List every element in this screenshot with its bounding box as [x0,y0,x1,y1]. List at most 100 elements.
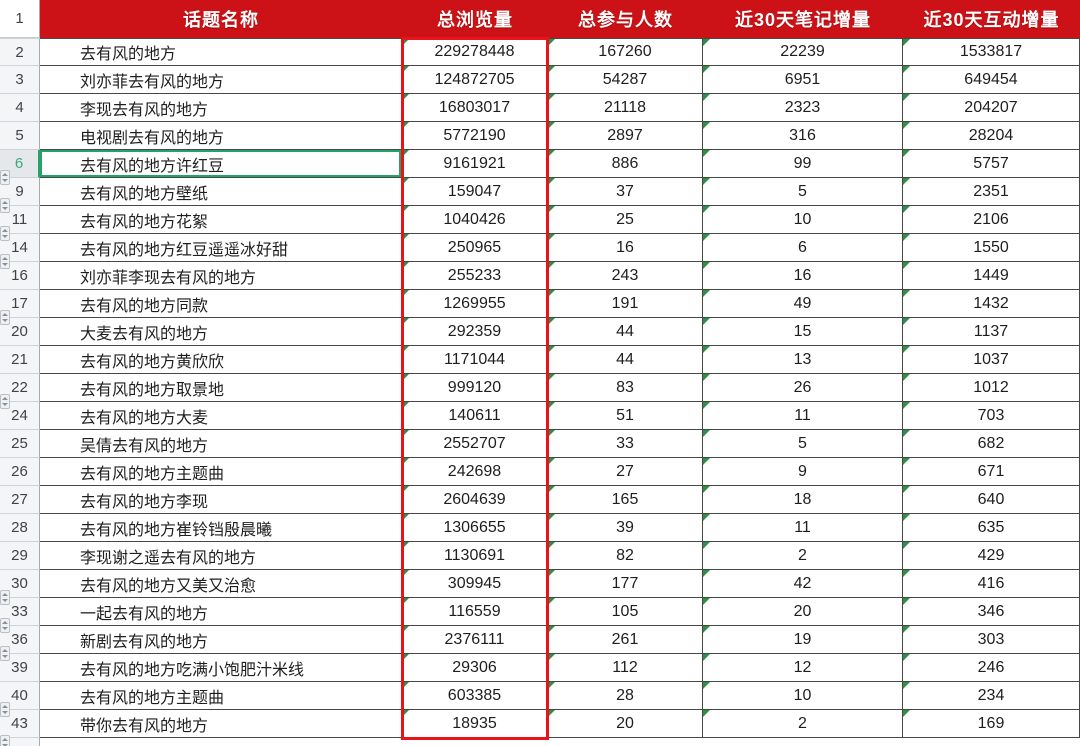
row-header[interactable]: 20 [0,310,40,346]
topic-cell[interactable]: 去有风的地方花絮 [40,206,402,234]
row-header[interactable]: 27 [0,486,40,514]
notes-increase-cell[interactable]: 22239 [703,38,903,66]
topic-cell[interactable]: 李现去有风的地方 [40,94,402,122]
interaction-increase-cell[interactable]: 416 [903,570,1080,598]
notes-increase-cell[interactable]: 2 [703,542,903,570]
views-cell[interactable]: 159047 [402,178,548,206]
topic-cell[interactable]: 一起去有风的地方 [40,598,402,626]
notes-increase-cell[interactable]: 11 [703,402,903,430]
row-header[interactable]: 21 [0,346,40,374]
topic-cell[interactable]: 新剧去有风的地方 [40,626,402,654]
views-cell[interactable]: 229278448 [402,38,548,66]
views-cell[interactable]: 1306655 [402,514,548,542]
interaction-increase-cell[interactable]: 682 [903,430,1080,458]
views-cell[interactable]: 292359 [402,318,548,346]
interaction-increase-cell[interactable]: 671 [903,458,1080,486]
views-cell[interactable]: 1130691 [402,542,548,570]
topic-cell[interactable]: 去有风的地方主题曲 [40,682,402,710]
topic-cell[interactable]: 去有风的地方崔铃铛殷晨曦 [40,514,402,542]
interaction-increase-cell[interactable]: 2351 [903,178,1080,206]
topic-cell[interactable]: 去有风的地方同款 [40,290,402,318]
topic-cell[interactable]: 李现谢之遥去有风的地方 [40,542,402,570]
participants-cell[interactable]: 243 [548,262,703,290]
topic-cell[interactable]: 去有风的地方取景地 [40,374,402,402]
notes-increase-cell[interactable]: 15 [703,318,903,346]
views-cell[interactable]: 18935 [402,710,548,738]
notes-increase-cell[interactable]: 5 [703,430,903,458]
interaction-increase-cell[interactable]: 234 [903,682,1080,710]
views-cell[interactable]: 2552707 [402,430,548,458]
row-header[interactable]: 2 [0,38,40,66]
participants-cell[interactable]: 44 [548,346,703,374]
participants-cell[interactable]: 20 [548,710,703,738]
row-header[interactable]: 40 [0,682,40,710]
topic-cell[interactable]: 刘亦菲李现去有风的地方 [40,262,402,290]
participants-cell[interactable]: 37 [548,178,703,206]
hidden-rows-indicator[interactable] [0,198,10,213]
notes-increase-cell[interactable]: 12 [703,654,903,682]
participants-cell[interactable]: 33 [548,430,703,458]
hidden-rows-indicator[interactable] [0,618,10,633]
interaction-increase-cell[interactable]: 303 [903,626,1080,654]
participants-cell[interactable]: 105 [548,598,703,626]
row-header[interactable]: 16 [0,254,40,290]
topic-cell[interactable]: 去有风的地方吃满小饱肥汁米线 [40,654,402,682]
participants-cell[interactable]: 191 [548,290,703,318]
interaction-increase-cell[interactable]: 429 [903,542,1080,570]
row-header[interactable]: 4 [0,94,40,122]
column-header-topic-name[interactable]: 话题名称 [40,0,402,38]
participants-cell[interactable]: 54287 [548,66,703,94]
topic-cell[interactable]: 带你去有风的地方 [40,710,402,738]
participants-cell[interactable]: 112 [548,654,703,682]
notes-increase-cell[interactable]: 6 [703,234,903,262]
topic-cell[interactable]: 电视剧去有风的地方 [40,122,402,150]
row-header[interactable]: 22 [0,374,40,402]
topic-cell[interactable]: 去有风的地方壁纸 [40,178,402,206]
hidden-rows-indicator[interactable] [0,226,10,241]
views-cell[interactable]: 9161921 [402,150,548,178]
notes-increase-cell[interactable]: 16 [703,262,903,290]
topic-cell[interactable]: 去有风的地方许红豆 [40,150,402,178]
views-cell[interactable]: 1040426 [402,206,548,234]
interaction-increase-cell[interactable]: 5757 [903,150,1080,178]
topic-cell[interactable]: 去有风的地方 [40,38,402,66]
column-header-notes-increase-30d[interactable]: 近30天笔记增量 [703,0,903,38]
hidden-rows-indicator[interactable] [0,254,10,269]
views-cell[interactable]: 603385 [402,682,548,710]
views-cell[interactable]: 309945 [402,570,548,598]
interaction-increase-cell[interactable]: 28204 [903,122,1080,150]
hidden-rows-indicator[interactable] [0,735,10,746]
topic-cell[interactable]: 去有风的地方李现 [40,486,402,514]
row-header[interactable]: 25 [0,430,40,458]
hidden-rows-indicator[interactable] [0,310,10,325]
notes-increase-cell[interactable]: 20 [703,598,903,626]
hidden-rows-indicator[interactable] [0,170,10,185]
participants-cell[interactable]: 83 [548,374,703,402]
notes-increase-cell[interactable]: 5 [703,178,903,206]
interaction-increase-cell[interactable]: 635 [903,514,1080,542]
row-header[interactable]: 24 [0,394,40,430]
topic-cell[interactable]: 去有风的地方红豆遥遥冰好甜 [40,234,402,262]
participants-cell[interactable]: 177 [548,570,703,598]
interaction-increase-cell[interactable]: 1533817 [903,38,1080,66]
topic-cell[interactable]: 刘亦菲去有风的地方 [40,66,402,94]
topic-cell[interactable]: 去有风的地方又美又治愈 [40,570,402,598]
views-cell[interactable]: 1171044 [402,346,548,374]
participants-cell[interactable]: 167260 [548,38,703,66]
notes-increase-cell[interactable]: 10 [703,206,903,234]
participants-cell[interactable]: 82 [548,542,703,570]
interaction-increase-cell[interactable]: 640 [903,486,1080,514]
notes-increase-cell[interactable]: 18 [703,486,903,514]
views-cell[interactable]: 140611 [402,402,548,430]
notes-increase-cell[interactable]: 42 [703,570,903,598]
hidden-rows-indicator[interactable] [0,590,10,605]
participants-cell[interactable]: 51 [548,402,703,430]
participants-cell[interactable]: 16 [548,234,703,262]
interaction-increase-cell[interactable]: 1137 [903,318,1080,346]
notes-increase-cell[interactable]: 9 [703,458,903,486]
row-header[interactable]: 43 [0,702,40,738]
interaction-increase-cell[interactable]: 169 [903,710,1080,738]
interaction-increase-cell[interactable]: 1012 [903,374,1080,402]
views-cell[interactable]: 124872705 [402,66,548,94]
interaction-increase-cell[interactable]: 703 [903,402,1080,430]
